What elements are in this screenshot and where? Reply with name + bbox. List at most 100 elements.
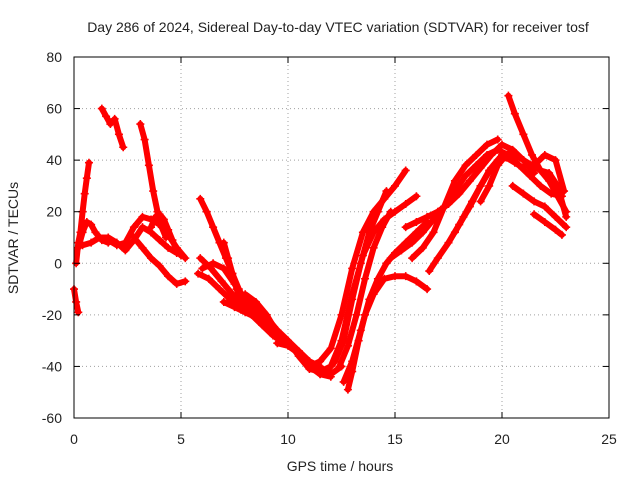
data-point: [401, 199, 410, 208]
data-point: [461, 161, 470, 170]
data-point: [87, 220, 96, 229]
data-point: [562, 207, 571, 216]
data-point: [382, 259, 391, 268]
data-point: [361, 310, 370, 319]
data-point: [196, 194, 205, 203]
data-point: [155, 236, 164, 245]
data-point: [331, 357, 340, 366]
data-point: [485, 166, 494, 175]
data-point: [391, 181, 399, 190]
series-arc-25: [402, 141, 527, 231]
data-point: [553, 192, 562, 201]
data-point: [352, 310, 361, 319]
data-point: [316, 357, 325, 366]
x-tick-label: 25: [601, 431, 617, 447]
data-point: [91, 228, 100, 237]
data-point: [510, 150, 519, 159]
data-point: [149, 187, 158, 196]
data-point: [343, 341, 352, 350]
chart-title: Day 286 of 2024, Sidereal Day-to-day VTE…: [87, 19, 589, 35]
data-point: [472, 150, 481, 159]
data-point: [527, 150, 536, 159]
data-point: [551, 156, 560, 165]
y-tick-label: 40: [46, 152, 62, 168]
data-point: [408, 238, 417, 247]
data-point: [348, 295, 357, 304]
data-point: [228, 269, 237, 278]
data-point: [164, 243, 173, 252]
data-point: [262, 310, 271, 319]
data-point: [273, 339, 282, 348]
data-point: [493, 161, 502, 170]
data-point: [408, 254, 417, 263]
data-point: [326, 344, 335, 353]
data-point: [551, 225, 560, 234]
data-point: [418, 228, 427, 237]
data-point: [251, 297, 260, 306]
data-point: [151, 212, 160, 221]
data-point: [129, 233, 138, 242]
y-tick-label: -20: [42, 307, 62, 323]
data-point: [80, 189, 89, 198]
data-point: [551, 212, 560, 221]
data-point: [476, 197, 485, 206]
data-point: [198, 264, 207, 273]
y-tick-label: 60: [46, 101, 62, 117]
y-tick-label: -40: [42, 358, 62, 374]
data-point: [104, 236, 113, 245]
data-point: [476, 181, 485, 190]
data-point: [129, 223, 138, 232]
data-point: [361, 274, 370, 283]
data-point: [508, 181, 517, 190]
data-point: [468, 197, 477, 206]
data-point: [228, 290, 237, 299]
x-tick-label: 0: [70, 431, 78, 447]
series-arc-33: [531, 152, 568, 195]
data-point: [498, 140, 506, 149]
data-point: [102, 112, 111, 121]
data-point: [224, 254, 233, 263]
data-point: [202, 207, 211, 216]
data-point: [461, 171, 470, 180]
data-point: [138, 212, 147, 221]
data-point: [144, 161, 153, 170]
data-point: [87, 238, 96, 247]
data-point: [418, 243, 427, 252]
data-point: [483, 140, 492, 149]
data-point: [82, 218, 91, 227]
data-point: [236, 295, 245, 304]
data-point: [397, 246, 406, 255]
data-point: [219, 264, 228, 273]
data-point: [284, 341, 292, 350]
data-point: [121, 238, 130, 247]
data-point: [172, 279, 181, 288]
data-point: [444, 238, 453, 247]
data-point: [545, 176, 554, 185]
data-point: [476, 163, 485, 172]
data-point: [356, 259, 365, 268]
data-point: [450, 228, 459, 237]
data-point: [365, 228, 374, 237]
data-point: [138, 223, 147, 232]
data-point: [423, 212, 432, 221]
data-point: [78, 241, 87, 250]
data-point: [84, 158, 93, 167]
data-point: [530, 169, 539, 178]
data-point: [177, 251, 185, 260]
axis-ticks: 0 5 10 15 20 25 -60 -40 -20 0 20 40 60 80: [42, 49, 617, 447]
data-point: [196, 254, 205, 263]
data-point: [386, 207, 395, 216]
data-point: [540, 218, 549, 227]
data-point: [412, 218, 421, 227]
data-point: [106, 120, 115, 129]
data-point: [164, 225, 173, 234]
data-point: [95, 233, 104, 242]
data-point: [540, 150, 549, 159]
data-point: [557, 230, 566, 239]
data-point: [119, 143, 128, 152]
data-point: [322, 367, 331, 376]
data-point: [493, 135, 502, 144]
plot-frame: [73, 56, 610, 419]
data-point: [147, 254, 156, 263]
series-arc-4: [98, 105, 127, 151]
